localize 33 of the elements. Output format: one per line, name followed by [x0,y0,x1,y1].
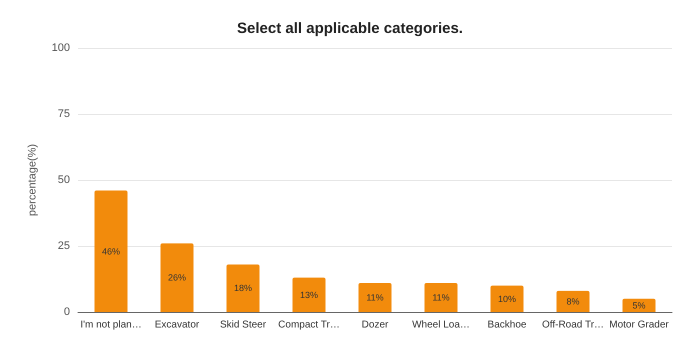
x-tick-label: Compact Tr… [278,320,340,330]
data-label: 11% [432,292,450,302]
x-tick-label: Skid Steer [220,320,267,330]
data-label: 11% [366,292,384,302]
y-tick-label: 0 [64,306,70,318]
bar [358,282,392,312]
data-label: 8% [566,296,580,306]
bar [292,278,326,312]
x-tick-label: Motor Grader [609,320,670,330]
x-tick-label: Wheel Loa… [412,320,470,330]
x-tick-label: Excavator [154,320,200,330]
data-label: 13% [300,290,318,300]
y-tick-label: 25 [58,240,70,252]
data-label: 5% [632,300,646,310]
y-tick-label: 75 [58,108,70,120]
data-label: 18% [234,283,252,294]
y-tick-label: 50 [58,174,70,186]
bar [160,243,194,312]
x-tick-label: Backhoe [488,320,527,330]
data-label: 46% [102,246,120,256]
bar [490,286,524,312]
data-label: 26% [168,272,186,283]
bar [226,264,260,312]
bar [556,290,590,312]
x-tick-label: Dozer [362,320,389,330]
bar [94,190,128,312]
data-label: 10% [498,294,516,304]
bar [424,282,458,312]
y-axis-title: percentage(%) [26,144,38,216]
chart-title: Select all applicable categories. [237,20,463,37]
x-tick-label: I'm not plan… [80,320,142,330]
y-tick-label: 100 [52,42,70,54]
x-tick-label: Off-Road Tr… [542,320,604,330]
